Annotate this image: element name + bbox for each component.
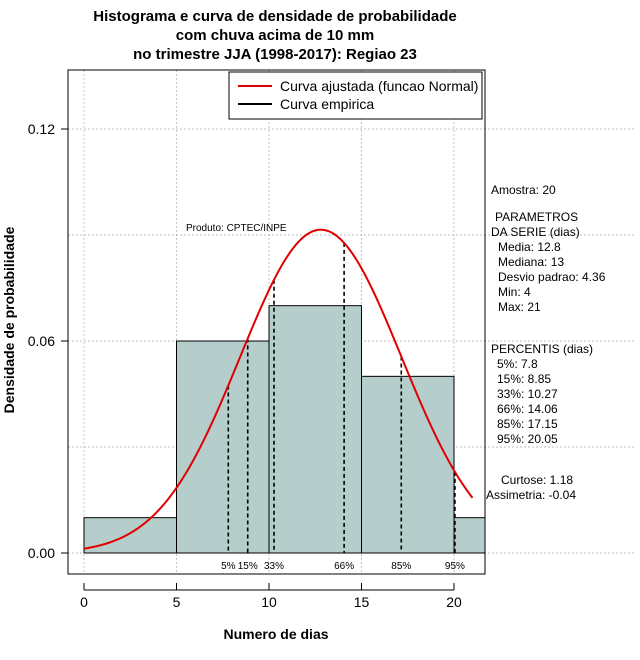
curves — [83, 228, 474, 550]
chart-title-line-3: no trimestre JJA (1998-2017): Regiao 23 — [133, 46, 417, 63]
percentil-85: 85%: 17.15 — [497, 417, 558, 431]
legend-box — [228, 71, 483, 120]
x-tick-label: 15 — [354, 594, 370, 610]
chart-title-line-2: com chuva acima de 10 mm — [176, 27, 374, 44]
legend-empirical-label: Curva empirica — [280, 96, 374, 112]
assimetria: Assimetria: -0.04 — [486, 488, 576, 502]
credit-text: Produto: CPTEC/INPE — [186, 223, 287, 234]
percentil-33: 33%: 10.27 — [497, 387, 558, 401]
histogram-bar — [83, 517, 177, 554]
param-desvio: Desvio padrao: 4.36 — [498, 270, 606, 284]
percentil-95: 95%: 20.05 — [497, 432, 558, 446]
percentile-label: 95% — [445, 561, 465, 572]
grid-lines — [68, 70, 635, 574]
histogram-bar — [453, 517, 485, 554]
percentis-header: PERCENTIS (dias) — [491, 342, 593, 356]
y-tick-label: 0.00 — [28, 545, 55, 561]
histogram-bar — [361, 375, 455, 554]
percentile-label: 33% — [264, 561, 284, 572]
y-tick-label: 0.06 — [28, 333, 55, 349]
chart-title-line-1: Histograma e curva de densidade de proba… — [93, 8, 456, 25]
x-axis-label: Numero de dias — [223, 626, 328, 642]
percentil-5: 5%: 7.8 — [497, 357, 538, 371]
params-header-1: PARAMETROS — [495, 210, 578, 224]
x-tick-label: 0 — [80, 594, 88, 610]
percentile-lines: 5% 15% 33% 66% 85% 95% — [221, 242, 465, 572]
params-header-2: DA SERIE (dias) — [491, 225, 580, 239]
x-tick-label: 20 — [446, 594, 462, 610]
percentile-label: 15% — [238, 561, 258, 572]
param-min: Min: 4 — [498, 285, 531, 299]
percentile-label: 5% — [221, 561, 236, 572]
y-axis-label: Densidade de probabilidade — [1, 226, 17, 413]
param-max: Max: 21 — [498, 300, 541, 314]
param-media: Media: 12.8 — [498, 240, 561, 254]
percentile-label: 85% — [391, 561, 411, 572]
curtose: Curtose: 1.18 — [501, 473, 573, 487]
percentil-15: 15%: 8.85 — [497, 372, 551, 386]
legend: Curva ajustada (funcao Normal) Curva emp… — [228, 71, 483, 120]
sample-size: Amostra: 20 — [491, 183, 556, 197]
stats-panel: Amostra: 20 PARAMETROS DA SERIE (dias) M… — [486, 183, 606, 502]
percentile-label: 66% — [334, 561, 354, 572]
plot-frame — [67, 69, 486, 575]
histogram-bars — [83, 305, 485, 554]
x-tick-label: 5 — [173, 594, 181, 610]
normal-curve — [83, 228, 474, 550]
param-mediana: Mediana: 13 — [498, 255, 564, 269]
percentil-66: 66%: 14.06 — [497, 402, 558, 416]
x-tick-label: 10 — [261, 594, 277, 610]
histogram-bar — [176, 340, 270, 554]
legend-normal-label: Curva ajustada (funcao Normal) — [280, 78, 478, 94]
y-tick-label: 0.12 — [28, 121, 55, 137]
histogram-bar — [268, 305, 362, 554]
